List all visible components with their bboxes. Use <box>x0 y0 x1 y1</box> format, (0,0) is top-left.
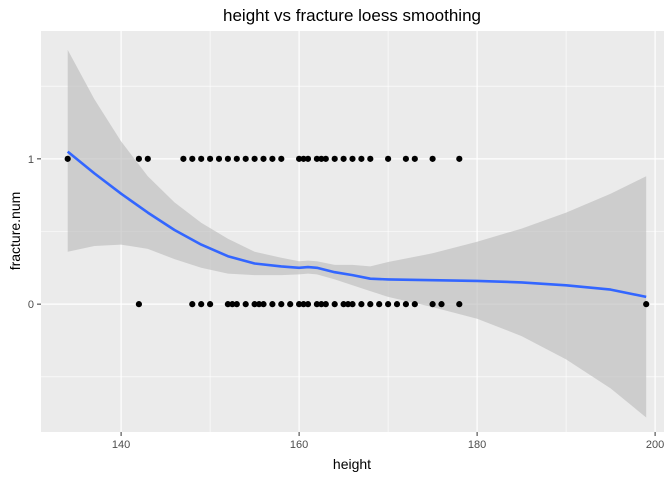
x-tick-label: 140 <box>112 439 130 451</box>
data-point <box>367 301 374 308</box>
data-point <box>135 155 142 162</box>
data-point <box>64 155 71 162</box>
data-point <box>376 301 383 308</box>
data-point <box>135 301 142 308</box>
data-point <box>229 301 236 308</box>
y-tick-label: 0 <box>28 299 34 311</box>
data-point <box>385 301 392 308</box>
data-point <box>278 155 285 162</box>
data-point <box>367 155 374 162</box>
data-point <box>224 155 231 162</box>
data-point <box>456 301 463 308</box>
data-point <box>313 301 320 308</box>
data-point <box>233 301 240 308</box>
x-tick-label: 160 <box>290 439 308 451</box>
data-point <box>318 155 325 162</box>
data-point <box>278 301 285 308</box>
data-point <box>402 301 409 308</box>
x-tick-label: 180 <box>468 439 486 451</box>
data-point <box>215 155 223 162</box>
data-point <box>385 155 392 162</box>
data-point <box>331 301 338 308</box>
data-point <box>304 301 312 308</box>
data-point <box>358 301 365 308</box>
data-point <box>189 155 196 162</box>
x-tick-label: 200 <box>646 439 664 451</box>
x-axis-ticks: 140 160 180 200 <box>112 432 664 451</box>
data-points <box>64 155 650 308</box>
data-point <box>438 301 445 308</box>
data-point <box>349 301 356 308</box>
data-point <box>296 155 303 162</box>
data-point <box>411 155 418 162</box>
data-point <box>358 155 365 162</box>
data-point <box>322 155 329 162</box>
data-point <box>242 155 249 162</box>
data-point <box>233 155 240 162</box>
data-point <box>269 155 276 162</box>
data-point <box>296 301 303 308</box>
y-axis-ticks: 01 <box>28 154 41 311</box>
data-point <box>429 155 436 162</box>
data-point <box>144 155 151 162</box>
data-point <box>251 301 258 308</box>
data-point <box>242 301 249 308</box>
data-point <box>429 301 436 308</box>
data-point <box>251 155 258 162</box>
data-point <box>322 301 329 308</box>
y-axis-title: fracture.num <box>7 192 23 271</box>
data-point <box>643 301 650 308</box>
data-point <box>180 155 187 162</box>
confidence-ribbon <box>67 49 647 418</box>
data-point <box>313 155 320 162</box>
data-point <box>260 155 267 162</box>
data-point <box>255 301 263 308</box>
data-point <box>331 155 338 162</box>
data-point <box>260 301 267 308</box>
data-point <box>344 301 352 308</box>
data-point <box>393 301 401 308</box>
x-axis-title: height <box>333 456 371 472</box>
data-point <box>207 301 214 308</box>
data-point <box>198 301 205 308</box>
data-point <box>318 301 325 308</box>
data-point <box>269 301 276 308</box>
data-point <box>402 155 409 162</box>
data-point <box>198 155 205 162</box>
data-point <box>349 155 356 162</box>
data-point <box>340 301 347 308</box>
data-point <box>411 301 418 308</box>
loess-smooth-line <box>66 150 647 299</box>
y-tick-label: 1 <box>28 154 34 166</box>
data-point <box>189 301 196 308</box>
chart-title: height vs fracture loess smoothing <box>223 6 481 25</box>
data-point <box>207 155 214 162</box>
data-point <box>287 301 294 308</box>
data-point <box>340 155 347 162</box>
data-point <box>456 155 463 162</box>
data-point <box>224 301 231 308</box>
data-point <box>300 155 307 162</box>
data-point <box>300 301 307 308</box>
data-point <box>304 155 312 162</box>
